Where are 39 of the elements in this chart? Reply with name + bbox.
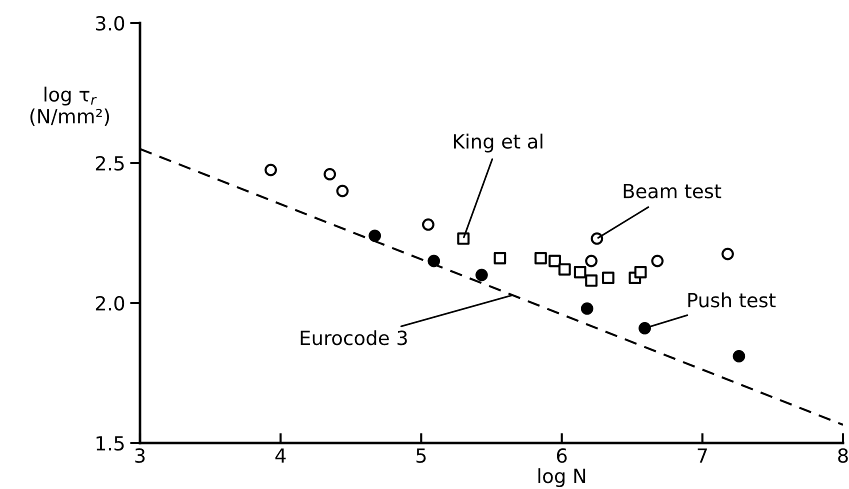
point: [368, 230, 381, 242]
point: [585, 274, 598, 287]
point: [422, 218, 434, 231]
y-tick-label: 1.5: [96, 436, 124, 451]
x-axis-title: log N: [538, 468, 586, 488]
point: [548, 254, 561, 268]
point: [457, 232, 470, 245]
annotation: Beam test: [624, 184, 722, 198]
point: [494, 252, 506, 264]
point: [534, 252, 547, 264]
point: [602, 272, 614, 284]
x-tick-label: 3: [135, 448, 145, 463]
point: [336, 184, 349, 198]
y-tick-label: 2.0: [96, 296, 124, 311]
point: [428, 254, 440, 268]
point: [732, 350, 746, 362]
annotation: Push test: [688, 292, 776, 308]
point: [585, 254, 598, 268]
point: [558, 263, 571, 276]
x-tick-label: 8: [838, 448, 848, 463]
point: [580, 302, 594, 315]
point: [590, 232, 604, 245]
point: [264, 164, 277, 176]
annotation: King et al: [454, 134, 542, 152]
annotation: Eurocode 3: [300, 330, 407, 346]
point: [475, 268, 488, 282]
point: [634, 266, 647, 278]
y-tick-label: 3.0: [96, 16, 124, 31]
x-tick-label: 7: [698, 448, 707, 463]
point: [324, 168, 336, 180]
point: [574, 266, 586, 278]
point: [722, 248, 734, 260]
y-axis-title: log τ$_{r}$ (N/mm²): [30, 86, 109, 126]
y-tick-label: 2.5: [96, 156, 124, 171]
x-tick-label: 5: [416, 448, 426, 463]
x-tick-label: 6: [556, 448, 567, 463]
point: [638, 322, 651, 334]
x-tick-label: 4: [275, 448, 286, 463]
point: [651, 254, 664, 268]
